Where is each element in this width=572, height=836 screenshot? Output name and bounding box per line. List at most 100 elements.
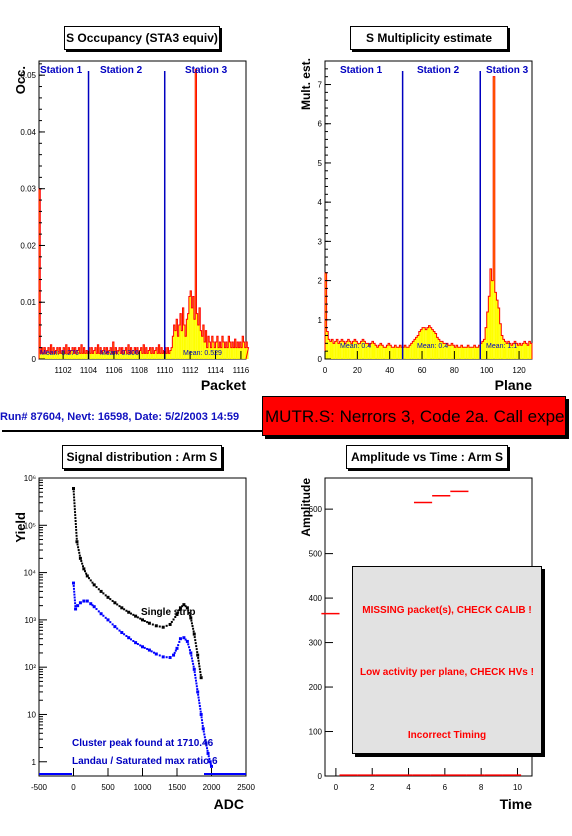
- occ-bar: [240, 347, 243, 359]
- occ-bar: [205, 330, 207, 359]
- amplitude-ytick-label: 100: [309, 728, 323, 737]
- occ-bar: [136, 347, 139, 359]
- mult-bar: [462, 347, 465, 359]
- multiplicity-frame: [324, 60, 533, 360]
- signal-point-interp: [97, 588, 100, 591]
- mult-bar: [376, 347, 379, 359]
- occ-bar: [40, 353, 42, 359]
- signal-point-interp: [158, 625, 161, 628]
- signal-point-interp: [173, 651, 176, 654]
- occ-bar: [115, 347, 117, 359]
- occ-bar: [247, 347, 249, 359]
- occ-bar: [223, 341, 225, 359]
- signal-point: [78, 556, 82, 560]
- signal-point-interp: [195, 648, 198, 651]
- signal-point-interp: [74, 525, 77, 528]
- signal-point-interp: [143, 646, 146, 649]
- signal-point: [192, 667, 196, 671]
- occ-bar: [69, 353, 71, 359]
- occ-xtick-label: 1104: [80, 366, 98, 375]
- multiplicity-y-title: Mult. est.: [299, 58, 313, 110]
- occupancy-plot: 00.010.020.030.040.05 1102 1104 1106 1108 11…: [13, 60, 250, 393]
- signal-ytick-label: 10⁶: [24, 474, 36, 483]
- occ-bar: [65, 344, 67, 359]
- signal-point: [178, 606, 182, 610]
- occ-bar: [68, 347, 70, 359]
- signal-point-interp: [177, 611, 180, 614]
- occ-xtick-label: 1114: [207, 366, 224, 375]
- signal-point: [185, 606, 189, 610]
- multiplicity-histogram: [324, 76, 533, 360]
- occ-bar: [107, 353, 109, 359]
- occ-bar: [174, 330, 177, 359]
- occ-bar: [140, 347, 142, 359]
- signal-point: [201, 727, 205, 731]
- amplitude-xtick-label: 0: [334, 783, 339, 792]
- multiplicity-plot: 0 1 2 3 4 5 6 7 0 20 40 60 80 100 120 Station 1 Stati…: [299, 58, 533, 393]
- mult-bar: [454, 347, 456, 359]
- signal-point-interp: [74, 511, 77, 514]
- occ-bar: [206, 347, 208, 359]
- occ-bar: [55, 350, 57, 359]
- mult-bar: [477, 347, 479, 359]
- signal-xtick-label: -500: [31, 783, 48, 792]
- signal-point-interp: [197, 662, 200, 665]
- signal-point-interp: [184, 605, 187, 608]
- mult-bar: [530, 343, 532, 359]
- mult-bar: [326, 331, 329, 359]
- signal-point: [189, 651, 193, 655]
- occ-bar: [85, 350, 88, 359]
- mult-xtick-label: 0: [323, 366, 328, 375]
- mult-bar: [333, 343, 335, 359]
- mult-bar: [342, 341, 345, 359]
- mult-bar: [365, 343, 368, 359]
- signal-point-interp: [72, 584, 75, 587]
- occ-bar: [94, 347, 97, 359]
- mult-bar: [396, 347, 398, 359]
- occ-bar: [204, 341, 206, 359]
- signal-point-interp: [89, 579, 92, 582]
- mult-bar: [483, 339, 486, 359]
- mult-bar: [360, 341, 363, 359]
- occ-bar: [154, 350, 156, 359]
- signal-point-interp: [193, 636, 196, 639]
- signal-point: [196, 653, 200, 657]
- signal-point-interp: [74, 517, 77, 520]
- occ-bar: [80, 344, 83, 359]
- mult-ytick-label: 6: [318, 120, 323, 129]
- signal-point-interp: [132, 613, 135, 616]
- signal-point: [113, 601, 117, 605]
- occupancy-mean-label-1: Mean: 0.276: [40, 350, 79, 357]
- mult-bar: [486, 311, 489, 359]
- occ-bar: [229, 341, 231, 359]
- occ-bar: [160, 347, 163, 359]
- signal-point-interp: [111, 623, 114, 626]
- signal-point-interp: [73, 499, 76, 502]
- signal-point: [89, 602, 93, 606]
- mult-ytick-label: 5: [318, 159, 323, 168]
- signal-point: [76, 604, 80, 608]
- mult-ytick-label: 1: [318, 316, 323, 325]
- mult-bar: [352, 341, 355, 359]
- signal-point-interp: [153, 651, 155, 654]
- signal-point: [127, 636, 131, 640]
- mult-bar: [519, 343, 521, 359]
- signal-point-interp: [123, 608, 126, 611]
- signal-point: [99, 612, 103, 616]
- amplitude-x-axis: 0 2 4 6 8 10: [334, 768, 522, 792]
- mult-bar: [517, 345, 520, 359]
- occ-bar: [120, 353, 122, 359]
- mult-bar: [413, 339, 416, 359]
- signal-point: [147, 621, 151, 625]
- signal-point-interp: [194, 676, 197, 679]
- signal-point: [74, 607, 78, 611]
- signal-point-interp: [188, 649, 191, 652]
- mult-bar: [412, 341, 414, 359]
- mult-bar: [362, 339, 364, 359]
- mult-bar: [447, 345, 450, 359]
- occ-bar: [149, 347, 151, 359]
- occ-bar: [196, 313, 198, 359]
- signal-point-interp: [72, 490, 75, 493]
- occ-bar: [186, 319, 188, 359]
- mult-bar: [512, 343, 515, 359]
